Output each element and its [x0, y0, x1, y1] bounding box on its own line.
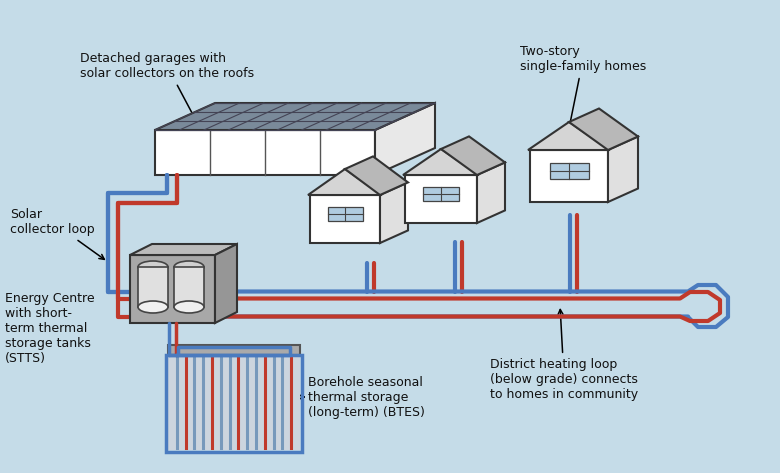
Polygon shape [130, 244, 237, 255]
Polygon shape [155, 130, 375, 175]
Polygon shape [310, 195, 380, 243]
Polygon shape [528, 122, 610, 150]
Polygon shape [380, 183, 408, 243]
Text: Two-story
single-family homes: Two-story single-family homes [520, 45, 647, 144]
Polygon shape [215, 244, 237, 323]
Polygon shape [375, 103, 435, 175]
Text: Energy Centre
with short-
term thermal
storage tanks
(STTS): Energy Centre with short- term thermal s… [5, 292, 94, 365]
Polygon shape [345, 157, 408, 195]
Text: Solar
collector loop: Solar collector loop [10, 208, 105, 259]
Polygon shape [405, 175, 477, 223]
Polygon shape [168, 355, 300, 450]
Ellipse shape [138, 261, 168, 273]
Polygon shape [549, 163, 588, 179]
Polygon shape [608, 137, 638, 202]
Ellipse shape [174, 301, 204, 313]
Polygon shape [168, 345, 300, 355]
Polygon shape [308, 169, 382, 195]
Polygon shape [155, 103, 435, 130]
Polygon shape [569, 108, 638, 150]
Text: Detached garages with
solar collectors on the roofs: Detached garages with solar collectors o… [80, 52, 254, 124]
Ellipse shape [174, 261, 204, 273]
Polygon shape [130, 255, 215, 323]
Polygon shape [328, 207, 363, 221]
Text: District heating loop
(below grade) connects
to homes in community: District heating loop (below grade) conn… [490, 309, 638, 401]
Text: Borehole seasonal
thermal storage
(long-term) (BTES): Borehole seasonal thermal storage (long-… [299, 376, 425, 419]
Polygon shape [441, 136, 505, 175]
Polygon shape [530, 150, 608, 202]
Polygon shape [138, 267, 168, 307]
Polygon shape [477, 162, 505, 223]
Polygon shape [403, 149, 479, 175]
Polygon shape [174, 267, 204, 307]
Polygon shape [423, 187, 459, 201]
Ellipse shape [138, 301, 168, 313]
